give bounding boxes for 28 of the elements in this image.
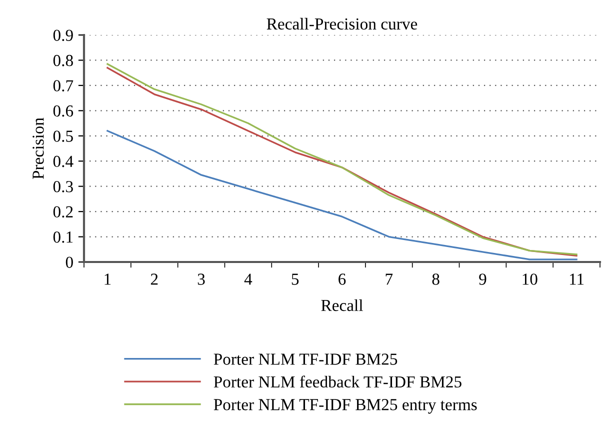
x-tick-label: 5	[292, 274, 299, 285]
x-tick-label: 4	[244, 274, 252, 285]
legend-label: Porter NLM TF-IDF BM25 entry terms	[214, 399, 477, 414]
x-tick-label: 6	[338, 274, 346, 285]
x-axis-title: Recall	[321, 299, 363, 312]
x-tick-label: 11	[570, 274, 584, 285]
x-tick-label: 2	[150, 274, 158, 285]
y-tick-label: 0.1	[53, 231, 73, 243]
y-tick-label: 0.9	[53, 30, 73, 42]
y-tick-label: 0.2	[53, 206, 73, 218]
y-tick-label: 0.6	[53, 105, 74, 117]
line-series	[106, 130, 578, 260]
x-tick-label: 10	[522, 274, 538, 285]
x-tick-label: 3	[198, 274, 205, 285]
x-tick-label: 9	[479, 274, 486, 285]
y-tick-label: 0	[66, 256, 73, 268]
x-tick-label: 8	[432, 274, 440, 285]
y-tick-label: 0.4	[53, 156, 74, 168]
x-tick-label: 1	[104, 274, 111, 285]
y-tick-label: 0.3	[53, 181, 73, 192]
legend-label: Porter NLM TF-IDF BM25	[214, 354, 398, 365]
y-axis-title: Precision	[32, 118, 44, 180]
y-tick-label: 0.7	[53, 80, 74, 92]
x-tick-label: 7	[386, 274, 393, 285]
y-tick-label: 0.8	[53, 54, 73, 66]
legend-label: Porter NLM feedback TF-IDF BM25	[214, 376, 462, 388]
y-tick-label: 0.5	[53, 130, 73, 142]
chart-title: Recall-Precision curve	[266, 18, 418, 30]
